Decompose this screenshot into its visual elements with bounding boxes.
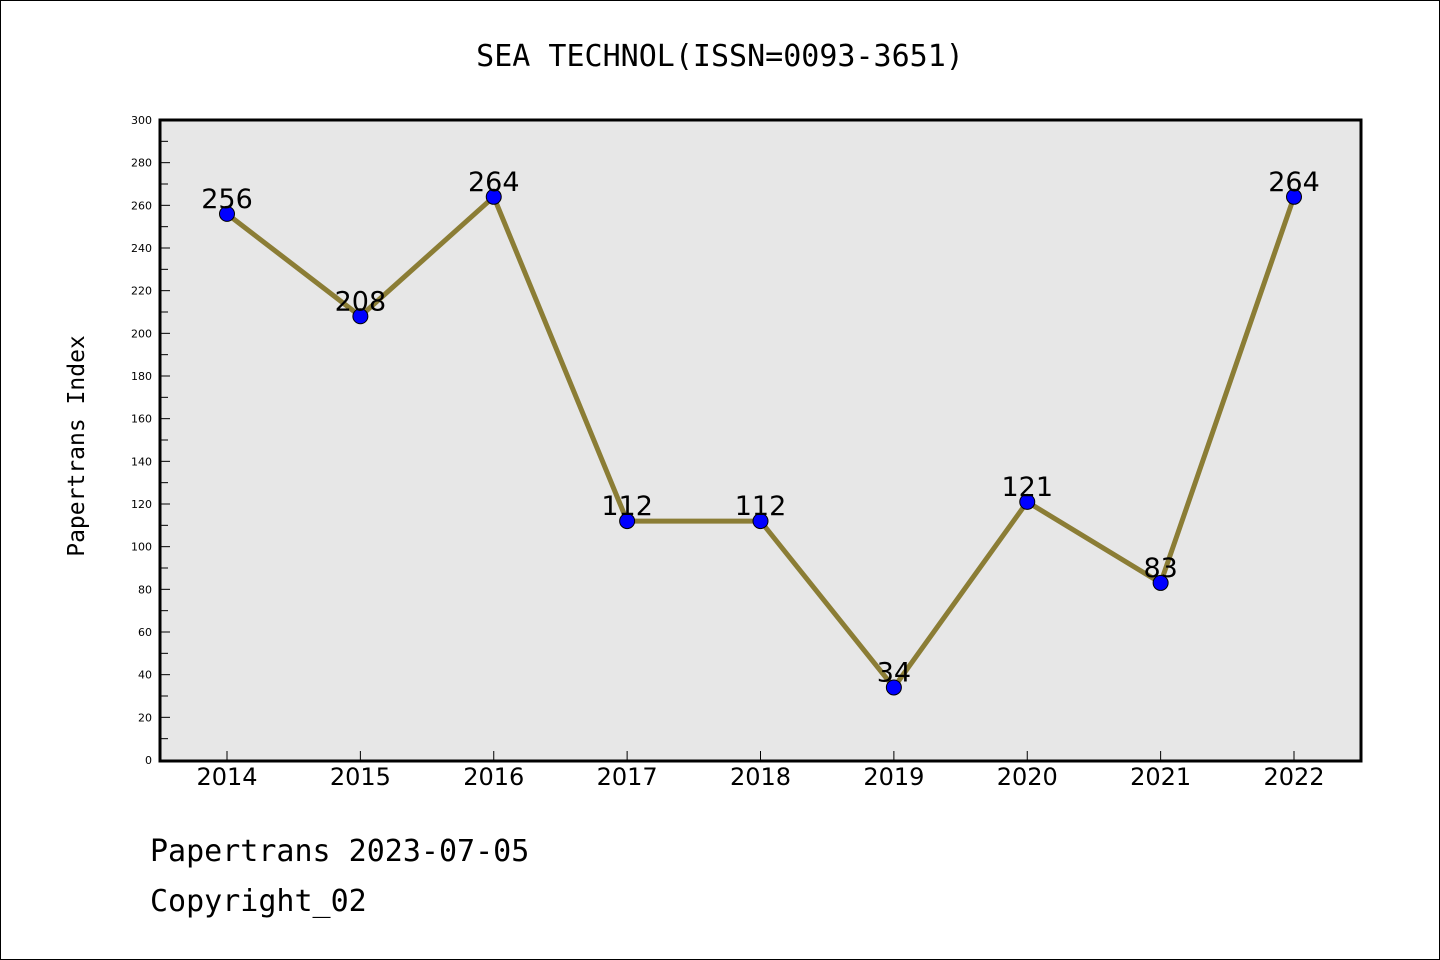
data-point (885, 679, 902, 696)
x-tick-label: 2015 (330, 763, 391, 791)
data-label: 264 (468, 167, 520, 198)
y-tick-label: 220 (131, 285, 152, 298)
data-label: 264 (1268, 167, 1320, 198)
y-tick-label: 180 (131, 370, 152, 383)
data-label: 34 (877, 657, 911, 688)
x-tick-label: 2014 (196, 763, 257, 791)
data-label: 83 (1143, 553, 1177, 584)
data-label: 112 (601, 491, 653, 522)
y-tick-label: 240 (131, 242, 152, 255)
y-axis-label: Papertrans Index (64, 335, 90, 557)
data-point (619, 513, 636, 530)
data-label: 121 (1001, 472, 1053, 503)
y-tick-label: 300 (131, 114, 152, 127)
x-tick-label: 2018 (730, 763, 791, 791)
chart-title: SEA TECHNOL(ISSN=0093-3651) (476, 39, 964, 74)
footer-copyright: Copyright_02 (150, 884, 367, 919)
y-tick-label: 40 (138, 669, 152, 682)
y-tick-label: 0 (145, 754, 152, 767)
y-tick-label: 60 (138, 626, 152, 639)
x-tick-label: 2020 (997, 763, 1058, 791)
y-tick-label: 100 (131, 541, 152, 554)
data-label: 256 (201, 184, 253, 215)
data-point (1286, 188, 1302, 205)
y-tick-label: 140 (131, 455, 152, 468)
x-tick-label: 2017 (597, 763, 658, 791)
plot-area (158, 118, 1363, 763)
x-tick-label: 2021 (1130, 763, 1191, 791)
data-point (752, 513, 769, 530)
x-tick-label: 2022 (1263, 763, 1324, 791)
y-tick-label: 280 (131, 157, 152, 170)
data-point (485, 188, 502, 205)
data-label: 112 (735, 491, 787, 522)
y-tick-label: 160 (131, 413, 152, 426)
data-point (352, 308, 369, 325)
x-axis: 2014 2015 2016 2017 2018 2019 2020 2021 2022 (196, 751, 1325, 791)
data-point (1152, 574, 1169, 591)
data-point (219, 205, 235, 222)
y-tick-label: 80 (138, 583, 152, 596)
footer-date-line: Papertrans 2023-07-05 (150, 834, 530, 869)
data-point (1019, 493, 1036, 510)
data-label: 208 (335, 286, 387, 317)
x-tick-label: 2019 (863, 763, 924, 791)
y-tick-label: 260 (131, 199, 152, 212)
y-tick-label: 120 (131, 498, 152, 511)
x-tick-label: 2016 (463, 763, 524, 791)
y-tick-label: 200 (131, 327, 152, 340)
y-tick-label: 20 (138, 711, 152, 724)
data-labels: 256 208 264 112 112 34 121 83 264 (201, 167, 1320, 689)
series-points (219, 188, 1302, 696)
y-axis: 0 20 40 60 80 100 120 140 160 180 200 220 240 260 280 3… (131, 114, 170, 767)
